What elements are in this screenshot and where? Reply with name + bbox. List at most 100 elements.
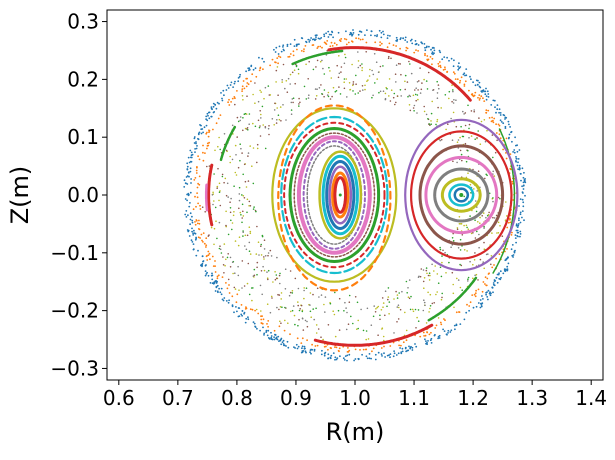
data-point [498, 253, 501, 256]
data-point [422, 331, 425, 334]
data-point [370, 357, 372, 360]
data-point [491, 232, 493, 234]
data-point [307, 78, 310, 80]
data-point [228, 292, 231, 294]
data-point [242, 80, 245, 82]
data-point [491, 286, 494, 289]
data-point [493, 175, 496, 177]
data-point [206, 119, 209, 122]
data-point [252, 122, 254, 125]
data-point [208, 234, 210, 236]
x-tick-label: 1.1 [398, 386, 430, 410]
data-point [244, 127, 247, 130]
data-point [431, 302, 434, 305]
data-point [245, 77, 248, 80]
data-point [492, 200, 494, 203]
data-point [315, 95, 318, 97]
data-point [410, 38, 413, 41]
data-point [486, 277, 489, 280]
data-point [484, 177, 486, 180]
data-point [311, 348, 314, 351]
data-point [428, 272, 431, 275]
data-point [264, 255, 267, 257]
data-point [329, 45, 332, 48]
data-point [246, 282, 249, 285]
data-point [382, 306, 384, 309]
data-point [273, 338, 276, 341]
series-left-island-core-2 [321, 154, 359, 236]
data-point [326, 94, 329, 96]
data-point [329, 347, 332, 349]
data-point [228, 98, 230, 101]
data-point [300, 351, 303, 354]
data-point [395, 81, 397, 83]
data-point [265, 329, 268, 332]
data-point [337, 309, 340, 312]
data-point [308, 41, 311, 43]
data-point [404, 88, 407, 91]
data-point [452, 65, 455, 68]
series-island-left-pink [204, 183, 209, 212]
data-point [522, 205, 525, 208]
data-point [518, 164, 521, 167]
data-point [404, 39, 407, 41]
data-point [351, 63, 353, 66]
data-point [474, 252, 476, 254]
data-point [285, 345, 287, 347]
data-point [247, 69, 250, 72]
data-point [426, 55, 429, 57]
data-point [492, 119, 494, 122]
data-point [344, 56, 347, 59]
data-point [483, 100, 486, 102]
data-point [260, 91, 263, 93]
data-point [509, 167, 512, 170]
data-point [434, 333, 436, 336]
data-point [387, 296, 390, 298]
data-point [448, 59, 450, 62]
data-point [241, 88, 244, 90]
data-point [414, 343, 416, 345]
data-point [338, 55, 340, 57]
data-point [338, 72, 341, 75]
data-point [296, 347, 299, 350]
data-point [458, 67, 460, 69]
data-point [256, 327, 258, 330]
data-point [475, 79, 478, 82]
data-point [406, 81, 409, 83]
data-point [259, 89, 261, 92]
data-point [303, 297, 305, 300]
data-point [277, 53, 280, 55]
data-point [192, 243, 195, 246]
data-point [228, 284, 230, 286]
data-point [214, 149, 216, 152]
data-point [289, 291, 292, 294]
data-point [226, 287, 229, 290]
data-point [519, 198, 522, 201]
data-point [504, 127, 507, 129]
data-point [234, 80, 236, 83]
data-point [412, 310, 415, 313]
data-point [382, 65, 384, 67]
data-point [247, 152, 250, 154]
data-point [502, 148, 504, 151]
data-point [300, 342, 303, 344]
data-point [229, 161, 231, 164]
data-point [317, 37, 320, 40]
data-point [515, 158, 518, 160]
data-point [267, 127, 270, 130]
data-point [196, 166, 198, 168]
data-point [486, 90, 489, 93]
data-point [328, 66, 330, 69]
data-point [413, 110, 415, 112]
data-point [238, 207, 240, 210]
data-point [369, 68, 371, 71]
data-point [197, 138, 200, 141]
data-point [301, 37, 304, 40]
data-point [415, 99, 418, 102]
data-point [269, 249, 272, 252]
data-point [477, 288, 480, 291]
data-point [323, 33, 325, 36]
data-point [275, 277, 278, 280]
data-point [494, 151, 497, 154]
data-point [514, 249, 516, 252]
